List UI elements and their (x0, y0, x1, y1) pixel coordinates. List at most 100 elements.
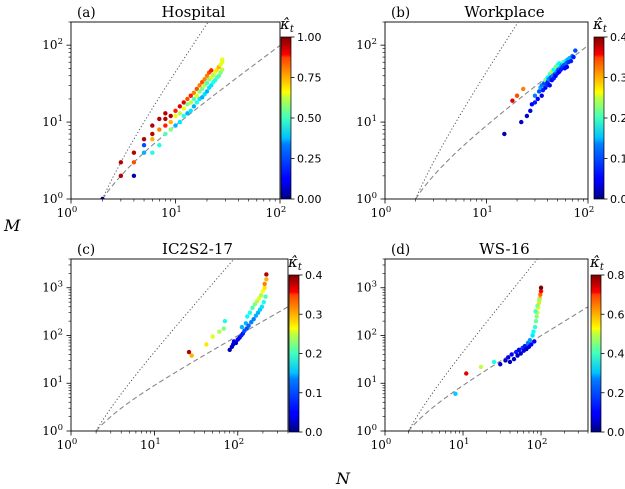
colorbar-tick-label: 0.4 (607, 348, 625, 361)
data-point (100, 196, 105, 199)
y-tick-label: 101 (42, 114, 63, 129)
data-point (199, 86, 205, 92)
data-point (185, 96, 190, 102)
colorbar-tick-label: 0.2 (610, 112, 625, 125)
data-point (260, 288, 266, 294)
colorbar-tick-label: 0.00 (297, 193, 322, 206)
data-point (514, 93, 520, 98)
colorbar: 0.0 0.1 0.2 0.3 0.4κ̂t (592, 15, 625, 206)
data-point (118, 173, 124, 179)
data-point (535, 303, 540, 308)
data-point (217, 329, 222, 334)
data-point (530, 333, 535, 338)
data-point (188, 93, 193, 98)
data-point (204, 89, 210, 94)
minor-ticks (382, 258, 589, 434)
data-point (168, 127, 173, 132)
data-point (191, 96, 197, 102)
data-point (188, 100, 193, 105)
data-point (204, 81, 210, 86)
data-point (194, 93, 200, 98)
data-point (141, 143, 147, 148)
data-point (157, 116, 162, 122)
y-tick-label: 103 (42, 280, 63, 295)
y-tick-label: 101 (356, 114, 377, 129)
colorbar-tick-label: 0.3 (610, 72, 625, 85)
colorbar: 0.00 0.25 0.50 0.75 1.00κ̂t (279, 15, 322, 206)
data-point (185, 111, 190, 116)
data-point (210, 334, 215, 339)
data-point (547, 83, 552, 88)
data-point (181, 113, 186, 119)
data-point (118, 160, 124, 165)
colorbar-tick-label: 0.8 (607, 269, 625, 282)
data-point (181, 100, 186, 105)
data-point (568, 58, 574, 64)
data-point (259, 304, 265, 309)
data-point (150, 131, 155, 137)
complete-graph-line (95, 259, 235, 431)
data-point (538, 288, 544, 294)
data-point (199, 95, 205, 100)
scatter-points (100, 57, 225, 199)
panel-title: WS-16 (479, 240, 529, 258)
y-tick-label: 100 (42, 191, 63, 206)
axes-frame (70, 258, 289, 432)
data-point (220, 57, 225, 62)
y-tick-label: 102 (356, 327, 377, 342)
reference-lines (102, 22, 280, 199)
data-point (531, 329, 536, 334)
data-point (209, 83, 214, 88)
data-point (262, 281, 267, 287)
data-point (177, 111, 183, 116)
data-point (256, 296, 262, 301)
data-point (204, 342, 209, 347)
data-point (150, 150, 155, 155)
data-point (536, 89, 542, 94)
data-point (533, 309, 538, 314)
data-point (186, 349, 192, 355)
data-point (239, 324, 245, 330)
data-point (227, 347, 232, 353)
data-point (173, 108, 178, 114)
panel-label: (d) (391, 242, 410, 258)
complete-graph-line (408, 259, 539, 431)
data-point (524, 113, 530, 119)
data-point (528, 108, 533, 114)
data-point (538, 292, 543, 297)
x-axis-label: N (335, 469, 351, 488)
panel-title: Hospital (162, 3, 226, 21)
y-tick-label: 102 (42, 37, 63, 52)
y-tick-label: 101 (356, 375, 377, 390)
data-point (220, 67, 225, 72)
data-point (199, 79, 205, 85)
x-tick-label: 102 (574, 205, 595, 220)
data-point (168, 119, 173, 125)
data-point (264, 272, 269, 277)
reference-lines (415, 22, 588, 199)
data-point (251, 316, 256, 322)
data-point (202, 77, 207, 82)
data-point (221, 326, 227, 331)
data-point (535, 96, 540, 102)
data-point (478, 364, 484, 370)
y-tick-label: 103 (356, 280, 377, 295)
colorbar-tick-label: 0.4 (305, 269, 323, 282)
colorbar-gradient (593, 36, 605, 200)
data-point (516, 347, 522, 353)
data-point (141, 136, 147, 142)
colorbar-gradient (288, 274, 300, 433)
data-point (233, 340, 239, 346)
data-point (529, 342, 534, 347)
data-point (250, 305, 255, 311)
data-point (191, 90, 197, 96)
data-point (157, 127, 162, 132)
panel-label: (c) (77, 242, 95, 258)
data-point (177, 104, 183, 109)
data-point (150, 123, 155, 128)
y-tick-label: 101 (42, 375, 63, 390)
data-point (510, 98, 515, 103)
data-point (163, 116, 168, 122)
